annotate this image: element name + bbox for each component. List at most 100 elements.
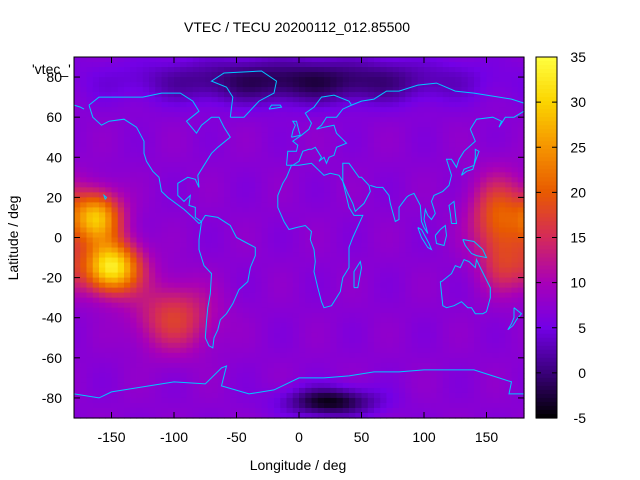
heatmap-cell (124, 382, 131, 389)
heatmap-cell (136, 222, 144, 229)
heatmap-cell (105, 77, 113, 83)
heatmap-cell (505, 157, 513, 163)
heatmap-cell (317, 147, 325, 153)
heatmap-cell (336, 322, 344, 329)
heatmap-cell (436, 267, 444, 274)
heatmap-cell (499, 157, 506, 163)
heatmap-cell (99, 287, 106, 294)
heatmap-cell (261, 267, 269, 274)
heatmap-cell (155, 382, 163, 389)
heatmap-cell (205, 57, 213, 63)
heatmap-cell (274, 302, 281, 309)
heatmap-cell (392, 142, 400, 148)
heatmap-cell (205, 112, 213, 118)
heatmap-cell (317, 357, 325, 364)
heatmap-cell (99, 282, 106, 289)
heatmap-cell (255, 292, 263, 299)
heatmap-cell (292, 152, 300, 158)
heatmap-cell (492, 107, 500, 113)
heatmap-cell (505, 172, 513, 178)
heatmap-cell (367, 222, 375, 229)
heatmap-cell (505, 282, 513, 289)
heatmap-cell (242, 67, 250, 73)
heatmap-cell (430, 377, 438, 384)
heatmap-cell (105, 92, 113, 98)
heatmap-cell (436, 112, 444, 118)
heatmap-cell (349, 122, 356, 128)
heatmap-cell (267, 82, 275, 88)
heatmap-cell (367, 382, 375, 389)
heatmap-cell (261, 202, 269, 209)
heatmap-cell (424, 107, 431, 113)
heatmap-cell (142, 342, 150, 349)
heatmap-cell (186, 297, 194, 304)
heatmap-cell (224, 207, 231, 214)
heatmap-cell (505, 287, 513, 294)
heatmap-cell (467, 127, 475, 133)
heatmap-cell (249, 107, 256, 113)
heatmap-cell (417, 262, 425, 269)
heatmap-cell (342, 342, 350, 349)
heatmap-cell (74, 272, 81, 279)
heatmap-cell (111, 102, 119, 108)
heatmap-cell (205, 337, 213, 344)
heatmap-cell (517, 292, 525, 299)
heatmap-cell (436, 77, 444, 83)
heatmap-cell (442, 157, 450, 163)
heatmap-cell (92, 277, 100, 284)
heatmap-cell (386, 312, 394, 319)
heatmap-cell (442, 152, 450, 158)
heatmap-cell (205, 397, 213, 404)
heatmap-cell (355, 367, 363, 374)
heatmap-cell (186, 137, 194, 143)
heatmap-cell (386, 247, 394, 254)
heatmap-cell (255, 287, 263, 294)
heatmap-cell (349, 77, 356, 83)
heatmap-cell (492, 72, 500, 78)
heatmap-cell (117, 362, 125, 369)
heatmap-cell (311, 67, 319, 73)
heatmap-cell (367, 397, 375, 404)
heatmap-cell (205, 122, 213, 128)
heatmap-cell (192, 122, 200, 128)
heatmap-cell (180, 187, 188, 193)
heatmap-cell (436, 122, 444, 128)
heatmap-cell (149, 122, 156, 128)
heatmap-cell (224, 347, 231, 354)
heatmap-cell (80, 387, 88, 394)
heatmap-cell (130, 102, 138, 108)
heatmap-cell (324, 127, 331, 133)
heatmap-cell (349, 242, 356, 249)
heatmap-cell (330, 187, 338, 193)
heatmap-cell (336, 347, 344, 354)
heatmap-cell (261, 62, 269, 68)
heatmap-cell (380, 342, 388, 349)
heatmap-cell (124, 322, 131, 329)
heatmap-cell (174, 162, 181, 168)
heatmap-cell (486, 342, 494, 349)
heatmap-cell (330, 332, 338, 339)
heatmap-cell (405, 197, 413, 203)
heatmap-cell (161, 307, 169, 314)
heatmap-cell (161, 62, 169, 68)
heatmap-cell (149, 207, 156, 214)
heatmap-cell (317, 57, 325, 63)
heatmap-cell (99, 112, 106, 118)
heatmap-cell (217, 257, 225, 264)
heatmap-cell (80, 77, 88, 83)
heatmap-cell (105, 117, 113, 123)
heatmap-cell (99, 147, 106, 153)
heatmap-cell (86, 142, 94, 148)
heatmap-cell (286, 92, 294, 98)
heatmap-cell (242, 247, 250, 254)
heatmap-cell (92, 257, 100, 264)
heatmap-cell (442, 97, 450, 103)
heatmap-cell (92, 87, 100, 93)
heatmap-cell (499, 117, 506, 123)
heatmap-cell (305, 117, 313, 123)
heatmap-cell (111, 162, 119, 168)
heatmap-cell (224, 222, 231, 229)
heatmap-cell (292, 312, 300, 319)
heatmap-cell (449, 262, 456, 269)
heatmap-cell (442, 62, 450, 68)
